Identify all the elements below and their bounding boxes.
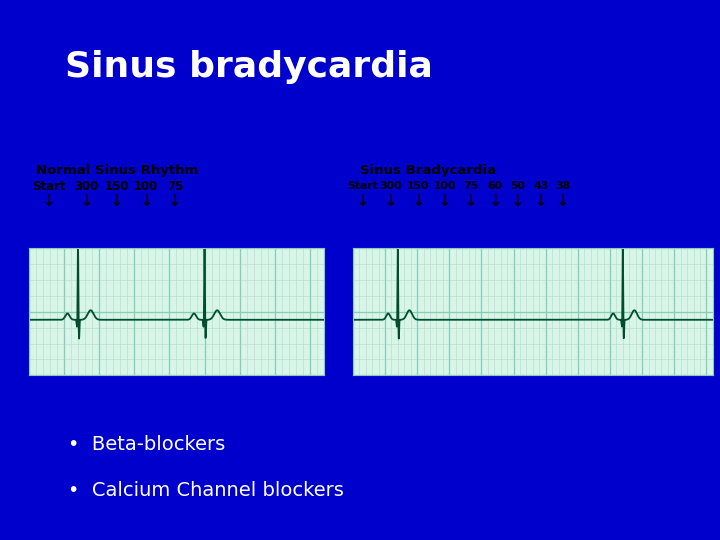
Text: ↓: ↓: [556, 192, 570, 210]
Text: •  Calcium Channel blockers: • Calcium Channel blockers: [68, 481, 344, 500]
Text: 60: 60: [487, 181, 503, 191]
Text: ↓: ↓: [139, 192, 153, 210]
Text: ↓: ↓: [464, 192, 478, 210]
Text: ↓: ↓: [79, 192, 94, 210]
Text: 75: 75: [167, 180, 183, 193]
Text: ↓: ↓: [488, 192, 503, 210]
Text: 100: 100: [134, 180, 158, 193]
Text: Start: Start: [347, 181, 377, 191]
Text: 38: 38: [555, 181, 571, 191]
Text: 75: 75: [463, 181, 479, 191]
Text: •  Beta-blockers: • Beta-blockers: [68, 435, 225, 454]
Text: 100: 100: [433, 181, 456, 191]
Text: ↓: ↓: [109, 192, 124, 210]
Text: ↓: ↓: [438, 192, 452, 210]
Text: 43: 43: [533, 181, 549, 191]
Text: 300: 300: [74, 180, 99, 193]
Text: ↓: ↓: [355, 192, 369, 210]
Text: ↓: ↓: [42, 192, 56, 210]
Text: Normal Sinus Rhythm: Normal Sinus Rhythm: [36, 164, 198, 177]
Text: 150: 150: [407, 181, 430, 191]
Text: Start: Start: [32, 180, 66, 193]
Text: ↓: ↓: [510, 192, 525, 210]
Text: 300: 300: [379, 181, 402, 191]
Text: Sinus Bradycardia: Sinus Bradycardia: [360, 164, 496, 177]
Text: ↓: ↓: [534, 192, 548, 210]
Text: ↓: ↓: [384, 192, 398, 210]
Text: ↓: ↓: [411, 192, 426, 210]
Text: Sinus bradycardia: Sinus bradycardia: [65, 51, 433, 84]
Text: 50: 50: [510, 181, 525, 191]
Text: ↓: ↓: [168, 192, 182, 210]
Text: 150: 150: [104, 180, 129, 193]
